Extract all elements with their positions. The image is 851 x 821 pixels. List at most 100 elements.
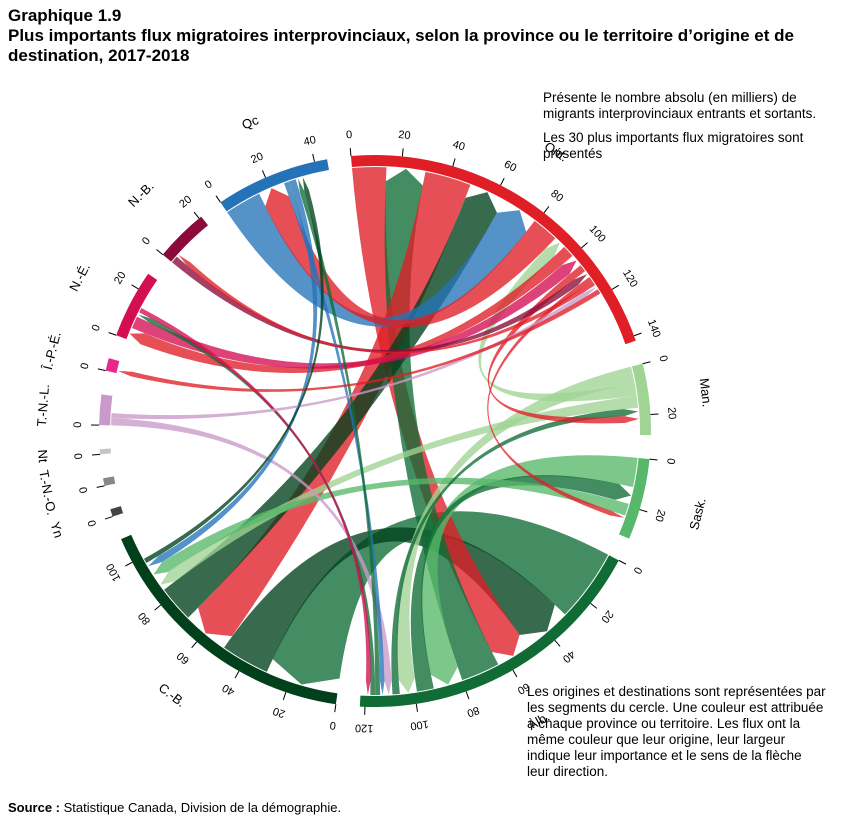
tick-label: 0	[72, 422, 84, 428]
tick-label: 60	[175, 649, 192, 666]
tick-mark	[334, 704, 337, 713]
tick-label: 0	[73, 453, 85, 460]
tick-label: 40	[451, 139, 466, 154]
segment-label-qc: Qc	[240, 112, 261, 132]
flow-ont-to-alb	[351, 167, 520, 656]
tick-label: 60	[502, 158, 518, 174]
tick-mark	[611, 284, 620, 290]
segment-label-t-n-o: T.-N.-O.	[36, 469, 59, 516]
tick-mark	[91, 453, 101, 456]
flow-c-b-to-ont	[164, 192, 497, 618]
tick-label: 100	[587, 223, 608, 245]
tick-mark	[401, 148, 404, 157]
tick-label: 20	[177, 194, 194, 211]
flow-alb-to-c-b	[272, 511, 609, 685]
segment-n-b	[162, 216, 209, 262]
source-note: Source : Statistique Canada, Division de…	[8, 800, 341, 815]
segment-label-i-p-e: Î.-P.-É.	[40, 330, 64, 372]
chart-number: Graphique 1.9	[8, 6, 122, 25]
segment-sask	[619, 458, 650, 539]
source-text: Statistique Canada, Division de la démog…	[63, 800, 342, 815]
tick-label: 0	[656, 354, 669, 363]
tick-mark	[154, 604, 162, 611]
tick-mark	[108, 332, 117, 336]
tick-mark	[554, 640, 561, 647]
segment-nt	[99, 448, 111, 455]
chart-title-text: Plus importants flux migratoires interpr…	[8, 26, 794, 65]
tick-label: 20	[271, 704, 286, 719]
flow-sask-to-alb	[420, 455, 638, 685]
tick-mark	[633, 332, 642, 337]
tick-label: 20	[398, 129, 411, 142]
tick-mark	[282, 692, 287, 700]
flow-ont-to-qc	[265, 188, 556, 328]
tick-label: 0	[86, 518, 99, 528]
segment-t-n-o	[103, 476, 116, 486]
tick-label: 20	[249, 150, 265, 166]
segment-label-yn: Yn	[47, 520, 66, 540]
tick-label: 0	[346, 129, 353, 141]
segment-label-sask: Sask.	[686, 496, 709, 531]
tick-label: 80	[136, 610, 153, 627]
flow-qc-to-ont	[227, 193, 527, 327]
tick-label: 0	[203, 178, 215, 191]
tick-mark	[234, 670, 240, 679]
tick-label: 20	[652, 508, 667, 523]
tick-mark	[97, 368, 106, 372]
flow-ont-to-c-b	[198, 171, 471, 637]
flow-man-to-ont	[478, 242, 637, 402]
segment-man	[632, 363, 651, 436]
note-count: Les 30 plus importants flux migratoires …	[543, 130, 804, 161]
tick-mark	[465, 691, 470, 700]
tick-label: 40	[220, 681, 237, 697]
flow-qc-to-c-b	[148, 179, 318, 567]
tick-label: 80	[465, 704, 481, 719]
tick-mark	[349, 148, 352, 157]
tick-mark	[415, 703, 418, 712]
tick-label: 0	[140, 235, 153, 247]
tick-mark	[261, 170, 267, 178]
tick-label: 0	[329, 719, 337, 732]
tick-mark	[191, 641, 198, 649]
segment-yn	[110, 506, 124, 517]
tick-label: 0	[664, 458, 677, 465]
tick-mark	[639, 509, 648, 513]
tick-label: 100	[104, 561, 123, 583]
tick-label: 40	[560, 648, 577, 665]
tick-mark	[193, 211, 200, 219]
tick-label: 0	[90, 323, 103, 333]
tick-label: 0	[631, 565, 644, 576]
segment-label-man: Man.	[697, 377, 715, 407]
segment-label-c-b: C.-B.	[156, 680, 189, 710]
segment-n-e	[116, 273, 158, 340]
tick-mark	[104, 516, 113, 520]
tick-mark	[543, 206, 550, 214]
legend-note-top: Présente le nombre absolu (en milliers) …	[543, 90, 823, 170]
flow-sask-to-c-b	[153, 477, 629, 575]
tick-label: 60	[515, 680, 532, 697]
segment-t-n-l	[99, 394, 113, 426]
flow-alb-to-man	[391, 409, 639, 695]
flow-ont-to-sask	[487, 277, 625, 518]
flow-ont-to-i-p-e	[117, 289, 601, 392]
tick-label: 0	[77, 486, 90, 494]
tick-mark	[131, 284, 139, 290]
tick-label: 140	[645, 318, 663, 339]
tick-label: 120	[355, 721, 374, 734]
tick-label: 20	[112, 270, 129, 287]
tick-mark	[452, 158, 456, 167]
tick-mark	[215, 195, 221, 203]
flows-layer	[111, 167, 639, 695]
legend-note-bottom: Les origines et destinations sont représ…	[527, 684, 826, 779]
tick-label: 40	[303, 134, 318, 148]
tick-mark	[124, 561, 133, 567]
tick-mark	[96, 485, 105, 488]
segment-label-n-b: N.-B.	[125, 178, 157, 209]
tick-label: 100	[409, 717, 429, 732]
segment-alb	[359, 555, 619, 707]
note-units: Présente le nombre absolu (en milliers) …	[543, 90, 817, 121]
tick-label: 20	[665, 407, 678, 420]
tick-mark	[642, 361, 651, 365]
